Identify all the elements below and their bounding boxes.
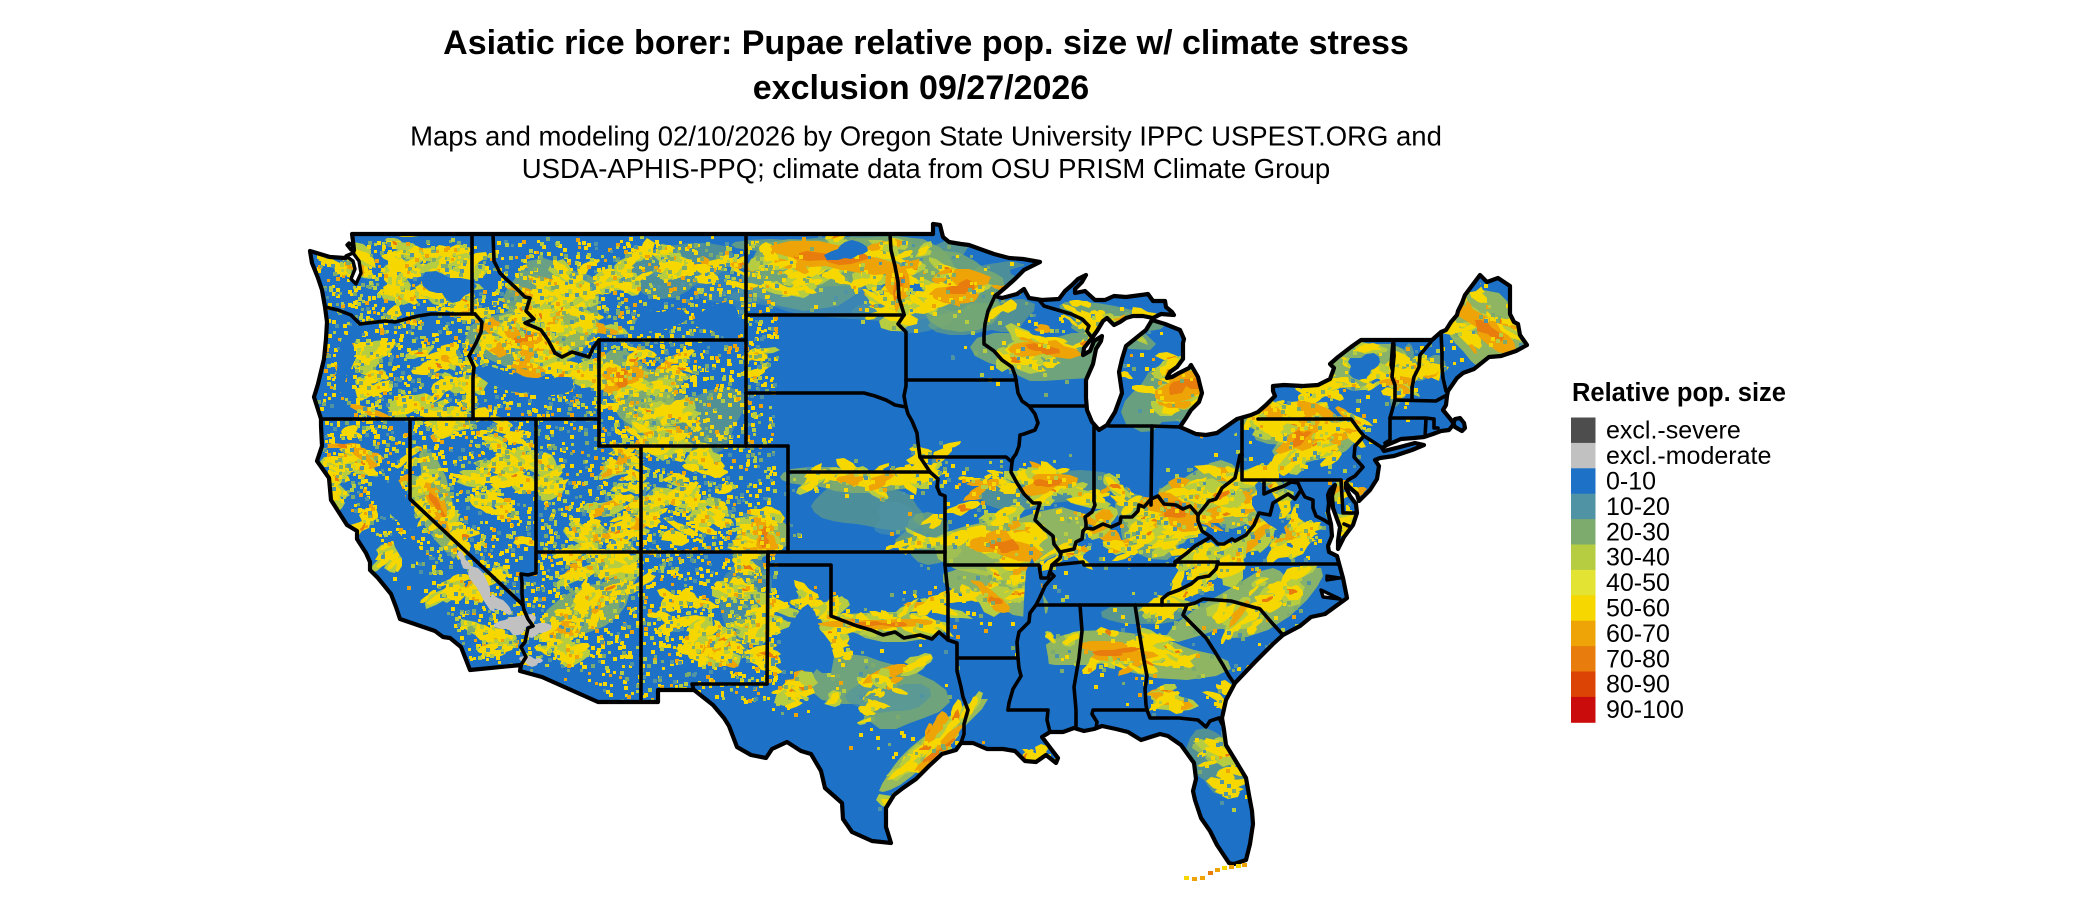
svg-text:20-30: 20-30: [1606, 518, 1670, 546]
svg-text:Asiatic rice borer: Pupae rela: Asiatic rice borer: Pupae relative pop. …: [443, 24, 1409, 62]
svg-text:USDA-APHIS-PPQ; climate data f: USDA-APHIS-PPQ; climate data from OSU PR…: [522, 153, 1330, 184]
svg-text:60-70: 60-70: [1606, 620, 1670, 648]
svg-text:excl.-moderate: excl.-moderate: [1606, 442, 1771, 470]
svg-text:80-90: 80-90: [1606, 671, 1670, 699]
svg-text:Maps and modeling 02/10/2026 b: Maps and modeling 02/10/2026 by Oregon S…: [410, 121, 1442, 152]
svg-text:70-80: 70-80: [1606, 645, 1670, 673]
svg-text:10-20: 10-20: [1606, 493, 1670, 521]
svg-text:exclusion 09/27/2026: exclusion 09/27/2026: [753, 69, 1089, 107]
svg-text:30-40: 30-40: [1606, 544, 1670, 572]
svg-text:Relative pop. size: Relative pop. size: [1572, 379, 1786, 407]
svg-text:0-10: 0-10: [1606, 468, 1656, 496]
svg-text:50-60: 50-60: [1606, 595, 1670, 623]
svg-text:40-50: 40-50: [1606, 569, 1670, 597]
svg-text:excl.-severe: excl.-severe: [1606, 417, 1741, 445]
svg-text:90-100: 90-100: [1606, 696, 1684, 724]
